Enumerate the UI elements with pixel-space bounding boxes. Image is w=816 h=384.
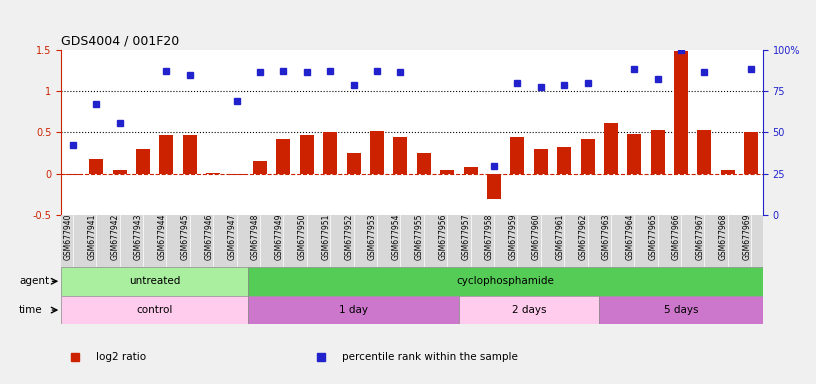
Bar: [136, 149, 150, 174]
Bar: [580, 139, 595, 174]
Bar: [440, 170, 455, 174]
Bar: [721, 170, 735, 174]
Bar: [599, 296, 763, 324]
Bar: [347, 153, 361, 174]
Bar: [463, 167, 477, 174]
Text: 1 day: 1 day: [339, 305, 368, 315]
Bar: [534, 149, 548, 174]
Bar: [628, 134, 641, 174]
Bar: [604, 122, 618, 174]
Bar: [674, 51, 688, 174]
Bar: [248, 296, 459, 324]
Bar: [113, 170, 126, 174]
Bar: [417, 153, 431, 174]
Bar: [650, 130, 665, 174]
Bar: [248, 267, 763, 296]
Text: control: control: [136, 305, 173, 315]
Bar: [89, 159, 104, 174]
Bar: [459, 296, 599, 324]
Bar: [698, 130, 712, 174]
Text: GDS4004 / 001F20: GDS4004 / 001F20: [61, 34, 180, 47]
Text: time: time: [19, 305, 42, 315]
Bar: [323, 132, 337, 174]
Bar: [61, 267, 248, 296]
Text: 2 days: 2 days: [512, 305, 546, 315]
Text: untreated: untreated: [129, 276, 180, 286]
Bar: [229, 174, 244, 175]
Bar: [557, 147, 571, 174]
Bar: [277, 139, 290, 174]
Bar: [183, 135, 197, 174]
Text: 5 days: 5 days: [664, 305, 698, 315]
Text: percentile rank within the sample: percentile rank within the sample: [342, 352, 518, 362]
Bar: [66, 174, 80, 175]
Bar: [253, 161, 267, 174]
Bar: [510, 137, 525, 174]
Bar: [487, 174, 501, 199]
Bar: [61, 296, 248, 324]
Text: agent: agent: [19, 276, 49, 286]
Bar: [744, 132, 758, 174]
Bar: [299, 135, 314, 174]
Text: log2 ratio: log2 ratio: [96, 352, 146, 362]
Text: cyclophosphamide: cyclophosphamide: [457, 276, 555, 286]
Bar: [159, 135, 174, 174]
Bar: [206, 173, 220, 174]
Bar: [393, 137, 407, 174]
Bar: [370, 131, 384, 174]
